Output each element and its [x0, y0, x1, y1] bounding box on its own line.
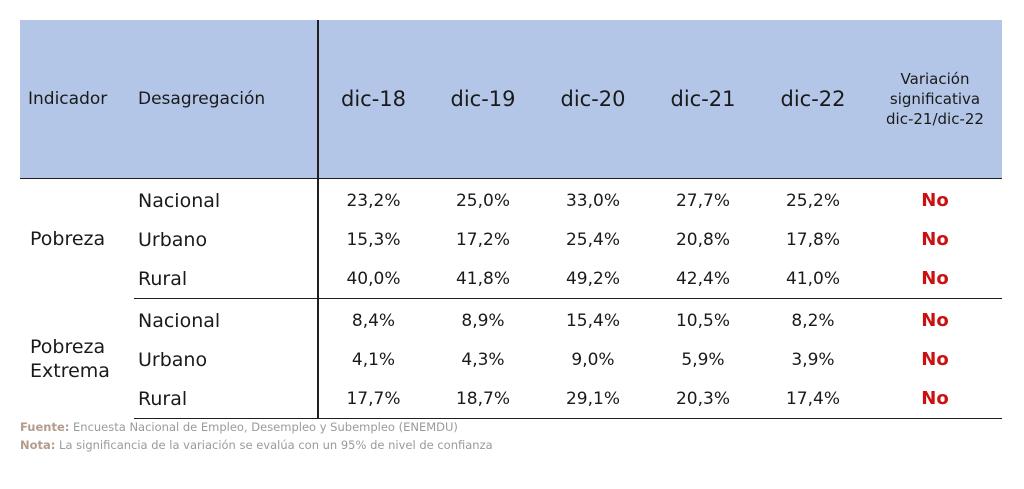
value-cell: 5,9%	[681, 349, 725, 370]
value-cell: 17,7%	[318, 379, 428, 419]
header-desagregacion: Desagregación	[134, 20, 319, 179]
header-indicador: Indicador	[20, 20, 134, 179]
value-cell: 3,9%	[791, 349, 835, 370]
header-year: dic-20	[538, 20, 648, 179]
value-cell: 17,2%	[455, 229, 510, 250]
table-row: Urbano 15,3% 17,2% 25,4% 20,8% 17,8% No	[20, 220, 1002, 259]
value-cell: 18,7%	[428, 379, 538, 419]
value-cell: 29,1%	[538, 379, 648, 419]
table-row: Urbano 4,1% 4,3% 9,0% 5,9% 3,9% No	[20, 340, 1002, 379]
value-cell: 17,4%	[758, 379, 868, 419]
fuente-note: Fuente: Encuesta Nacional de Empleo, Des…	[20, 420, 458, 434]
value-cell: 25,0%	[455, 190, 510, 211]
significance-cell: No	[868, 379, 1002, 419]
value-cell: 15,3%	[346, 229, 401, 250]
header-variacion-line: significativa	[889, 89, 981, 108]
header-year: dic-19	[428, 20, 538, 179]
indicator-name-line: Pobreza	[30, 335, 106, 358]
desagregacion-label: Rural	[134, 259, 319, 299]
value-cell: 33,0%	[565, 190, 620, 211]
value-cell: 8,9%	[461, 310, 505, 331]
header-year: dic-18	[318, 20, 428, 179]
desagregacion-label: Nacional	[134, 178, 319, 220]
table-header-row: Indicador Desagregación dic-18 dic-19 di…	[20, 20, 1002, 179]
significance-cell: No	[921, 310, 949, 331]
significance-cell: No	[921, 190, 949, 211]
value-cell: 20,8%	[675, 229, 730, 250]
value-cell: 4,1%	[351, 349, 396, 370]
indicator-name-line: Pobreza	[30, 227, 106, 250]
value-cell: 41,8%	[428, 259, 538, 299]
value-cell: 10,5%	[675, 310, 730, 331]
table-row: Rural 17,7% 18,7% 29,1% 20,3% 17,4% No	[20, 379, 1002, 419]
indicator-group-label: Pobreza	[20, 179, 134, 299]
value-cell: 25,2%	[785, 190, 840, 211]
header-variacion-line: dic-21/dic-22	[886, 110, 984, 129]
value-cell: 15,4%	[565, 310, 620, 331]
header-variacion-line: Variación	[900, 69, 970, 88]
value-cell: 25,4%	[565, 229, 620, 250]
value-cell: 17,8%	[785, 229, 840, 250]
desagregacion-label: Urbano	[134, 220, 319, 259]
table-row: Pobreza Extrema Nacional 8,4% 8,9% 15,4% 10,5%…	[20, 298, 1002, 382]
value-cell: 8,2%	[791, 310, 835, 331]
table-body: Pobreza Nacional 23,2% 25,0% 33,0% 27,7% 25,2%…	[20, 178, 1002, 419]
indicator-name-line: Extrema	[30, 359, 110, 382]
indicator-group-label: Pobreza Extrema	[20, 299, 134, 419]
desagregacion-label: Urbano	[134, 340, 319, 379]
poverty-table: Indicador Desagregación dic-18 dic-19 di…	[20, 20, 1002, 419]
table-row: Pobreza Nacional 23,2% 25,0% 33,0% 27,7% 25,2%…	[20, 178, 1002, 250]
value-cell: 41,0%	[758, 259, 868, 299]
value-cell: 20,3%	[648, 379, 758, 419]
header-year: dic-22	[758, 20, 868, 179]
desagregacion-label: Rural	[134, 379, 319, 419]
poverty-table-container: Indicador Desagregación dic-18 dic-19 di…	[20, 20, 1002, 419]
value-cell: 40,0%	[318, 259, 428, 299]
significance-cell: No	[868, 259, 1002, 299]
value-cell: 8,4%	[351, 310, 396, 331]
header-year: dic-21	[648, 20, 758, 179]
value-cell: 27,7%	[675, 190, 730, 211]
value-cell: 4,3%	[461, 349, 505, 370]
table-notes: Fuente: Encuesta Nacional de Empleo, Des…	[20, 418, 493, 454]
significance-cell: No	[921, 229, 949, 250]
value-cell: 9,0%	[571, 349, 615, 370]
value-cell: 42,4%	[648, 259, 758, 299]
value-cell: 23,2%	[346, 190, 401, 211]
desagregacion-label: Nacional	[134, 298, 319, 340]
significance-cell: No	[921, 349, 949, 370]
value-cell: 49,2%	[538, 259, 648, 299]
table-row: Rural 40,0% 41,8% 49,2% 42,4% 41,0% No	[20, 259, 1002, 299]
nota-note: Nota: La significancia de la variación s…	[20, 438, 493, 452]
header-variacion: Variación significativa dic-21/dic-22	[868, 20, 1002, 179]
